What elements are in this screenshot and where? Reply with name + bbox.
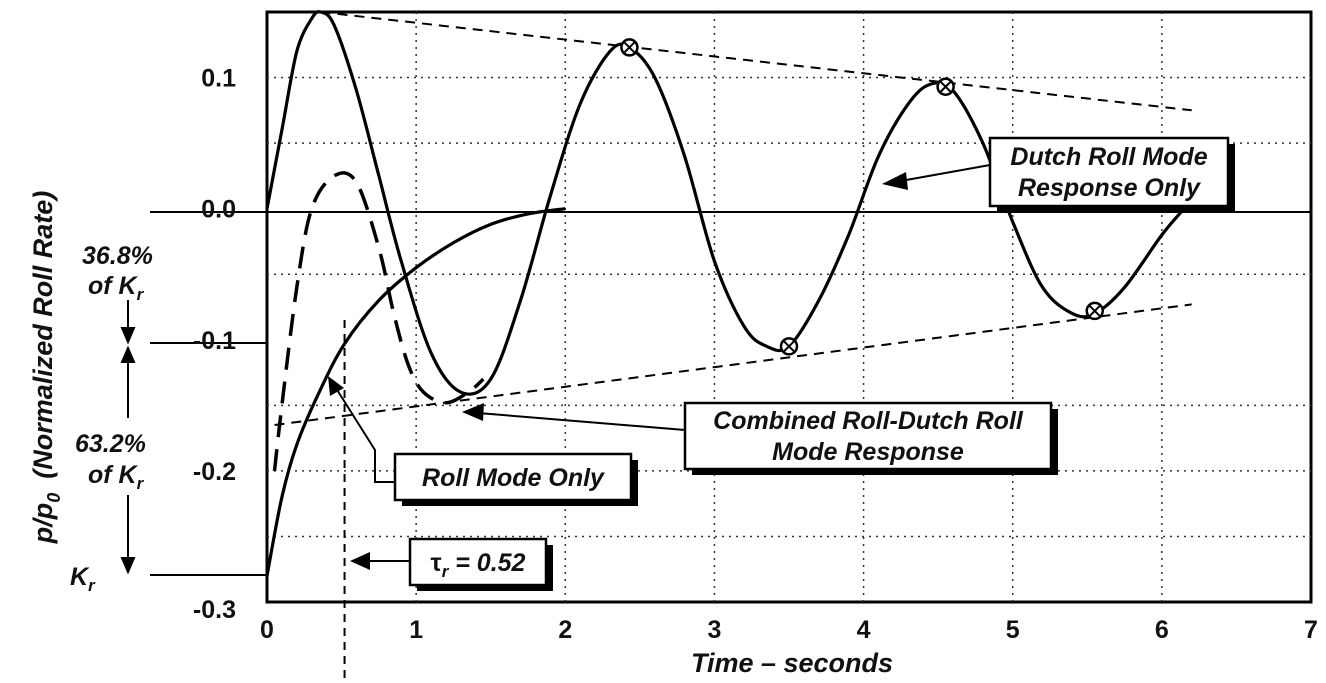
peak-marker: [620, 38, 639, 57]
kr-label: Kr: [70, 563, 96, 595]
x-tick-label: 2: [558, 616, 572, 644]
combined-line1: Combined Roll-Dutch Roll: [713, 407, 1024, 435]
pct-bottom-line2: of Kr: [88, 461, 145, 493]
tau-callout: τr = 0.52: [350, 537, 553, 591]
envelope-line-0: [320, 11, 1192, 112]
pct-bottom-line1: 63.2%: [75, 430, 146, 458]
ylabel-main: p/p: [28, 503, 58, 545]
pct-top-line1: 36.8%: [82, 242, 153, 270]
dutch-roll-line2: Response Only: [1018, 174, 1201, 202]
roll-mode-series: [265, 207, 566, 577]
peak-marker: [936, 77, 955, 96]
x-tick-label: 3: [707, 616, 721, 644]
svg-text:p/p0(Normalized Roll Rate): p/p0 (Normalized Roll Rate): [28, 191, 64, 545]
y-axis-label: p/p0 (Normalized Roll Rate): [28, 191, 64, 545]
x-tick-label: 1: [409, 616, 423, 644]
y-tick-label: -0.1: [193, 327, 236, 355]
y-tick-label: 0.0: [201, 196, 236, 224]
combined-series: [272, 171, 485, 472]
combined-line2: Mode Response: [772, 438, 964, 466]
peak-marker: [779, 337, 799, 356]
y-tick-label: -0.2: [193, 458, 236, 486]
pct-top-line2: of Kr: [88, 272, 145, 304]
x-tick-label: 4: [857, 616, 871, 644]
plot-frame: [265, 10, 1313, 604]
envelope-lines: [274, 11, 1192, 426]
peak-marker: [1085, 301, 1104, 321]
ylabel-sub: 0: [44, 493, 64, 503]
pct-arrows: [120, 300, 136, 575]
y-tick-label: -0.3: [193, 596, 236, 624]
roll-mode-callout: Roll Mode Only: [328, 376, 638, 506]
peak-markers: [620, 38, 1104, 356]
x-axis-label: Time – seconds: [691, 648, 893, 678]
x-tick-label: 0: [260, 616, 274, 644]
x-tick-label: 6: [1155, 616, 1169, 644]
envelope-line-1: [274, 303, 1192, 426]
y-tick-label: 0.1: [201, 65, 236, 93]
tau-label: τr = 0.52: [431, 549, 526, 581]
x-tick-label: 7: [1304, 616, 1318, 644]
x-tick-label: 5: [1006, 616, 1020, 644]
tick-labels: 0 1 2 3 4 5 6 7 0.1 0.0 -0.1 -0.2 -0.3: [193, 65, 1318, 644]
combined-callout: Combined Roll-Dutch Roll Mode Response: [462, 401, 1058, 475]
roll-mode-label: Roll Mode Only: [422, 464, 605, 492]
grid-lines: [267, 12, 1311, 602]
dutch-roll-line1: Dutch Roll Mode: [1010, 143, 1207, 171]
ylabel-note: (Normalized Roll Rate): [28, 191, 58, 479]
dutch-roll-callout: Dutch Roll Mode Response Only: [882, 136, 1235, 212]
